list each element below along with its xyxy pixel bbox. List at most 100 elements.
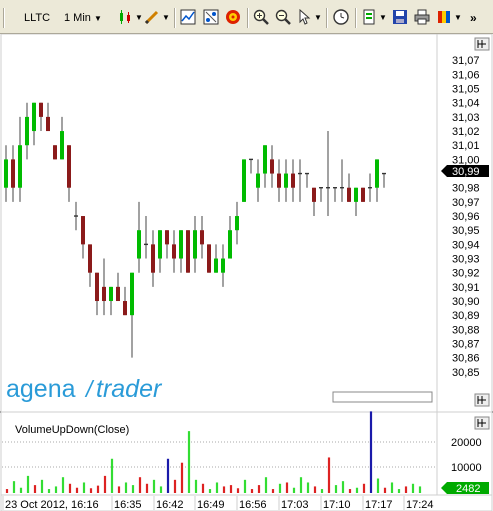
time-axis-label: 17:17 [365,499,393,511]
toolbar-separator [355,8,357,28]
candle-body [67,145,71,187]
volume-axis-label: 10000 [451,462,482,474]
instrument-label: LLTC [24,12,50,24]
timeframe-label: 1 Min [64,12,91,24]
price-axis-label: 31,02 [452,126,480,138]
candle-body [25,117,29,145]
chevron-down-icon[interactable]: ▼ [135,9,143,27]
price-axis-label: 31,04 [452,98,480,110]
strategy-icon[interactable] [203,9,219,25]
candle-body [11,159,15,187]
candle-body [46,117,50,131]
candle-body [214,259,218,273]
cursor-icon[interactable] [297,9,313,25]
chevron-down-icon: ▼ [94,14,102,23]
candle-body [39,103,43,117]
pin-icon[interactable] [475,394,489,406]
candle-body [116,287,120,301]
chevron-down-icon[interactable]: ▼ [162,9,170,27]
indicators-icon[interactable] [180,9,196,25]
watermark-left: agena [6,375,76,403]
clock-icon[interactable] [333,9,349,25]
price-axis-label: 30,91 [452,282,480,294]
candle-body [354,188,358,202]
timeframe-selector[interactable]: 1 Min ▼ [64,9,102,27]
toolbar-separator [326,8,328,28]
candle-body [361,188,365,202]
last-volume-label: 2482 [456,483,480,495]
candle-body [88,244,92,272]
candlestick-chart-icon[interactable] [118,9,134,25]
price-axis-label: 30,90 [452,296,480,308]
candle-body [109,287,113,301]
price-axis-label: 31,01 [452,140,480,152]
color-palette-icon[interactable] [437,9,453,25]
price-axis-label: 30,89 [452,310,480,322]
candle-body [186,230,190,272]
time-axis-label: 17:10 [323,499,351,511]
chevron-down-icon[interactable]: ▼ [454,9,462,27]
instrument-selector[interactable]: LLTC [24,9,50,27]
time-axis-label: 16:56 [239,499,267,511]
price-panel[interactable] [1,34,492,412]
toolbar-separator [174,8,176,28]
candle-body [235,216,239,230]
alert-icon[interactable] [225,9,241,25]
time-axis-label: 17:03 [281,499,309,511]
toolbar-grip [3,8,5,28]
candle-body [95,273,99,301]
candle-body [158,230,162,258]
price-axis-label: 31,03 [452,112,480,124]
price-axis-label: 31,07 [452,55,480,67]
price-axis-label: 30,96 [452,211,480,223]
drawing-pencil-icon[interactable] [144,9,160,25]
candle-body [53,145,57,159]
candle-body [193,230,197,258]
zoom-out-icon[interactable] [275,9,291,25]
time-axis-label: 16:35 [114,499,142,511]
price-axis-label: 30,95 [452,225,480,237]
pin-icon[interactable] [475,38,489,50]
price-axis-label: 30,94 [452,239,480,251]
save-icon[interactable] [392,9,408,25]
time-axis-label: 16:49 [197,499,225,511]
watermark-right: trader [96,375,163,403]
candle-body [81,216,85,244]
candle-body [4,159,8,187]
candle-body [123,301,127,315]
last-price-badge: 30,99 [441,165,489,178]
candle-body [102,287,106,301]
price-axis-label: 30,92 [452,268,480,280]
last-volume-badge: 2482 [441,482,489,495]
print-icon[interactable] [414,9,430,25]
toolbar-separator [247,8,249,28]
candle-body [221,259,225,273]
export-icon[interactable] [362,9,378,25]
chevron-down-icon[interactable]: ▼ [379,9,387,27]
last-price-label: 30,99 [452,166,480,178]
zoom-in-icon[interactable] [253,9,269,25]
candle-body [172,244,176,258]
chart-area[interactable]: agena / trader 31,07 31,06 31,05 31,04 31,03… [0,34,493,511]
candle-body [256,174,260,188]
candle-body [137,230,141,258]
candle-body [179,230,183,258]
price-axis-label: 30,98 [452,183,480,195]
volume-indicator-label[interactable]: VolumeUpDown(Close) [15,424,129,436]
candle-body [32,103,36,131]
price-axis-label: 31,00 [452,154,480,166]
candle-body [165,230,169,244]
candle-body [291,174,295,188]
time-axis-label: 23 Oct 2012, 16:16 [5,499,99,511]
time-axis-labels: 23 Oct 2012, 16:16 16:35 16:42 16:49 16:56 17… [3,496,434,511]
pin-icon[interactable] [475,417,489,429]
chart-scrollbar[interactable] [333,392,432,402]
price-axis-label: 30,97 [452,197,480,209]
candle-body [277,174,281,188]
time-axis-label: 16:42 [156,499,184,511]
toolbar-overflow-icon[interactable]: » [470,9,477,27]
price-axis-label: 30,93 [452,254,480,266]
candle-body [347,188,351,202]
chevron-down-icon[interactable]: ▼ [314,9,322,27]
candle-body [18,145,22,187]
